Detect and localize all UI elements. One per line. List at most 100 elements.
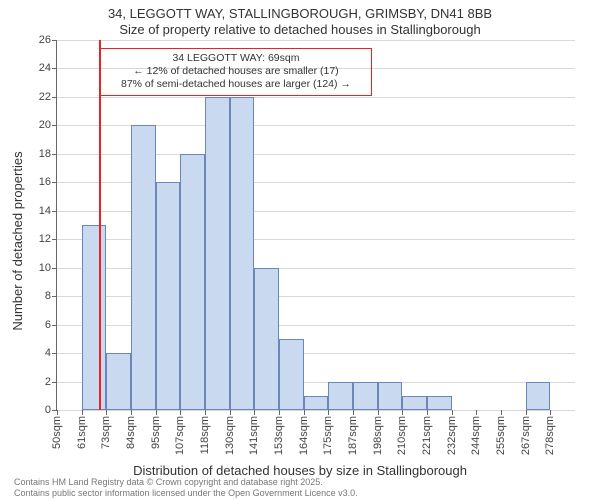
ytick-label: 16 (39, 176, 51, 188)
property-histogram-chart: 34, LEGGOTT WAY, STALLINGBOROUGH, GRIMSB… (0, 0, 600, 500)
ytick-mark (52, 211, 57, 212)
xtick-label: 84sqm (125, 416, 137, 449)
xtick-mark (550, 410, 551, 415)
histogram-bar (353, 382, 378, 410)
xtick-mark (82, 410, 83, 415)
xtick-label: 130sqm (224, 416, 236, 455)
ytick-label: 20 (39, 119, 51, 131)
xtick-mark (180, 410, 181, 415)
histogram-bar (180, 154, 205, 410)
ytick-label: 26 (39, 34, 51, 46)
ytick-mark (52, 182, 57, 183)
xtick-label: 118sqm (199, 416, 211, 454)
xtick-mark (328, 410, 329, 415)
xtick-label: 232sqm (446, 416, 458, 455)
histogram-bar (156, 182, 181, 410)
xtick-mark (230, 410, 231, 415)
xtick-mark (353, 410, 354, 415)
histogram-bar (106, 353, 131, 410)
xtick-mark (378, 410, 379, 415)
ytick-mark (52, 154, 57, 155)
histogram-bar (82, 225, 107, 410)
xtick-mark (526, 410, 527, 415)
xtick-mark (131, 410, 132, 415)
xtick-mark (402, 410, 403, 415)
xtick-label: 267sqm (520, 416, 532, 455)
xtick-mark (452, 410, 453, 415)
ytick-label: 24 (39, 62, 51, 74)
xtick-label: 210sqm (396, 416, 408, 455)
xtick-label: 255sqm (495, 416, 507, 455)
xtick-label: 95sqm (150, 416, 162, 449)
xtick-mark (106, 410, 107, 415)
chart-title-sub: Size of property relative to detached ho… (0, 22, 600, 37)
xtick-label: 278sqm (544, 416, 556, 455)
callout-line: ← 12% of detached houses are smaller (17… (106, 65, 365, 78)
ytick-label: 2 (45, 376, 51, 388)
xtick-mark (279, 410, 280, 415)
ytick-mark (52, 125, 57, 126)
histogram-bar (526, 382, 551, 410)
callout-line: 87% of semi-detached houses are larger (… (106, 78, 365, 91)
ytick-label: 22 (39, 91, 51, 103)
xtick-label: 107sqm (174, 416, 186, 455)
ytick-mark (52, 268, 57, 269)
subject-marker-line (99, 40, 101, 410)
callout-line: 34 LEGGOTT WAY: 69sqm (106, 52, 365, 65)
ytick-label: 8 (45, 290, 51, 302)
histogram-bar (131, 125, 156, 410)
xtick-label: 73sqm (100, 416, 112, 449)
xtick-mark (156, 410, 157, 415)
xtick-label: 153sqm (273, 416, 285, 455)
xtick-mark (57, 410, 58, 415)
gridline-h (57, 410, 575, 411)
ytick-mark (52, 68, 57, 69)
ytick-label: 0 (45, 404, 51, 416)
gridline-h (57, 97, 575, 98)
chart-title-main: 34, LEGGOTT WAY, STALLINGBOROUGH, GRIMSB… (0, 6, 600, 21)
histogram-bar (402, 396, 427, 410)
footer-line-1: Contains HM Land Registry data © Crown c… (14, 477, 358, 487)
footer-line-2: Contains public sector information licen… (14, 488, 358, 498)
ytick-mark (52, 97, 57, 98)
ytick-mark (52, 325, 57, 326)
callout-box: 34 LEGGOTT WAY: 69sqm← 12% of detached h… (99, 48, 372, 95)
ytick-mark (52, 296, 57, 297)
chart-footer: Contains HM Land Registry data © Crown c… (14, 477, 358, 498)
ytick-label: 18 (39, 148, 51, 160)
histogram-bar (254, 268, 279, 410)
gridline-h (57, 40, 575, 41)
xtick-label: 244sqm (470, 416, 482, 455)
xtick-mark (427, 410, 428, 415)
histogram-bar (427, 396, 452, 410)
ytick-mark (52, 382, 57, 383)
xtick-label: 187sqm (347, 416, 359, 455)
xtick-mark (476, 410, 477, 415)
histogram-bar (205, 97, 230, 410)
ytick-mark (52, 353, 57, 354)
ytick-label: 12 (39, 233, 51, 245)
xtick-label: 50sqm (51, 416, 63, 449)
histogram-bar (328, 382, 353, 410)
histogram-bar (230, 97, 255, 410)
histogram-bar (378, 382, 403, 410)
xtick-label: 141sqm (248, 416, 260, 455)
histogram-bar (279, 339, 304, 410)
xtick-label: 221sqm (421, 416, 433, 455)
ytick-label: 6 (45, 319, 51, 331)
xtick-mark (254, 410, 255, 415)
xtick-label: 175sqm (322, 416, 334, 455)
xtick-mark (304, 410, 305, 415)
plot-area: 0246810121416182022242650sqm61sqm73sqm84… (56, 40, 575, 411)
xtick-mark (501, 410, 502, 415)
ytick-mark (52, 239, 57, 240)
xtick-mark (205, 410, 206, 415)
xtick-label: 198sqm (372, 416, 384, 455)
ytick-label: 10 (39, 262, 51, 274)
ytick-mark (52, 40, 57, 41)
y-axis-label: Number of detached properties (10, 151, 25, 330)
ytick-label: 4 (45, 347, 51, 359)
xtick-label: 164sqm (298, 416, 310, 455)
histogram-bar (304, 396, 329, 410)
x-axis-label: Distribution of detached houses by size … (0, 463, 600, 478)
